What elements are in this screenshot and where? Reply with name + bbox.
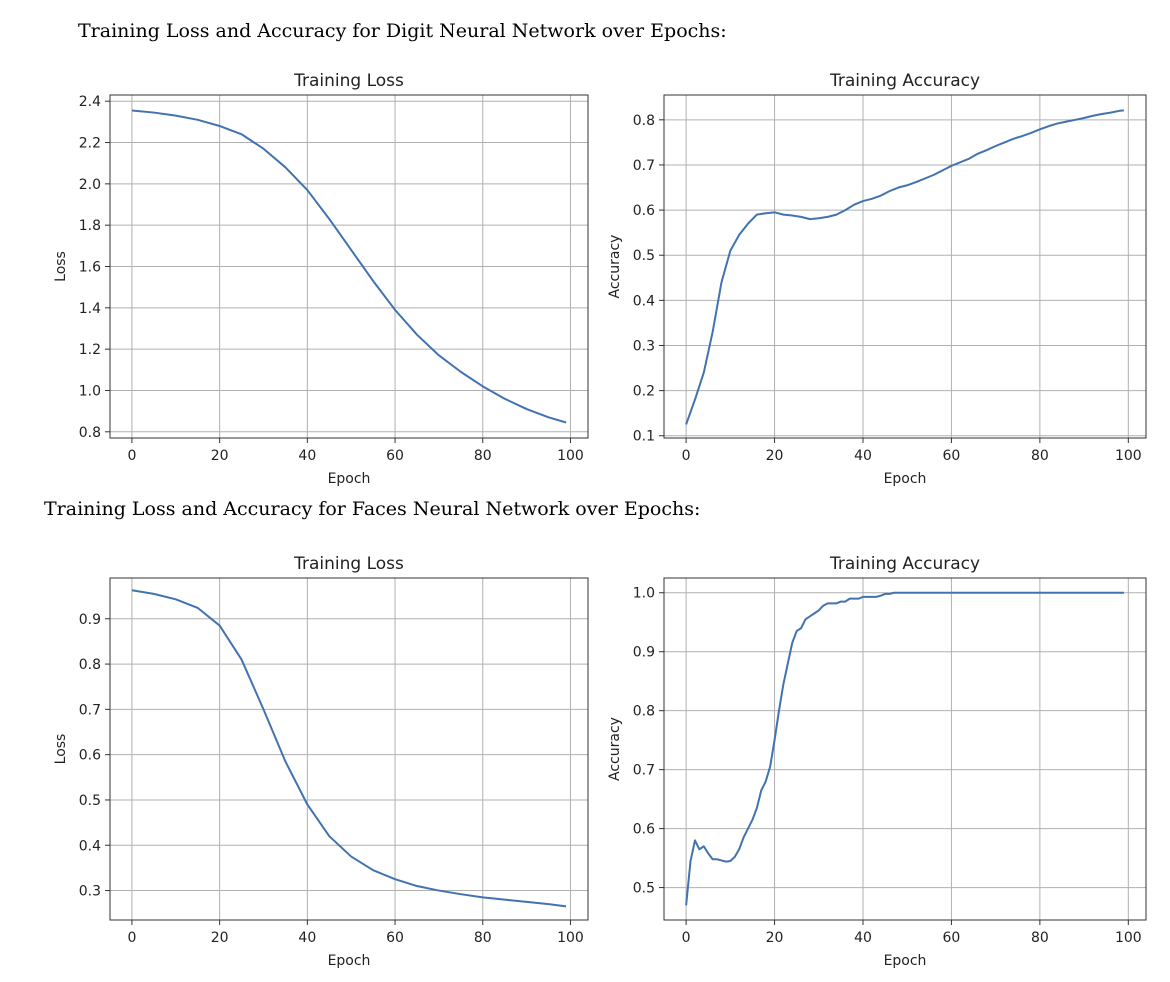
y-tick-label: 1.6 [79,260,101,276]
y-axis-label: Loss [53,734,69,765]
y-axis-label: Loss [53,251,69,282]
y-tick-label: 0.4 [633,293,655,309]
x-tick-label: 80 [1031,930,1049,946]
x-tick-label: 100 [557,930,584,946]
y-tick-label: 2.0 [79,177,101,193]
x-tick-label: 20 [211,448,229,464]
y-tick-label: 0.5 [79,793,101,809]
plot-frame [109,577,589,921]
digits-loss-chart: 0 20 40 60 80 100 0.8 1.0 1.2 1.4 1.6 1.8 2.0 2.2 2.4 T… [53,71,589,487]
chart-title: Training Accuracy [829,554,980,574]
chart-title: Training Loss [293,71,404,91]
digits-accuracy-series-line [685,109,1124,425]
x-tick-label: 80 [474,930,492,946]
x-tick-label: 100 [1115,930,1142,946]
y-tick-label: 0.7 [633,763,655,779]
faces-section-heading: Training Loss and Accuracy for Faces Neu… [44,498,701,520]
y-tick-label: 0.9 [633,645,655,661]
x-axis-label: Epoch [884,953,927,969]
faces-loss-chart: 0 20 40 60 80 100 0.3 0.4 0.5 0.6 0.7 0.8 0.9 Trainin… [53,554,589,969]
y-tick-label: 0.7 [79,702,101,718]
y-tick-label: 0.6 [79,748,101,764]
plot-frame [109,94,589,439]
faces-accuracy-series-line [685,591,1124,906]
y-tick-label: 0.5 [633,248,655,264]
y-tick-label: 1.4 [79,301,101,317]
x-tick-label: 80 [474,448,492,464]
plot-frame [663,94,1147,439]
y-tick-label: 0.5 [633,881,655,897]
x-tick-label: 100 [557,448,584,464]
x-tick-label: 40 [854,930,872,946]
y-tick-label: 0.2 [633,384,655,400]
digits-loss-series-line [131,109,567,424]
y-tick-label: 0.6 [633,822,655,838]
x-axis-label: Epoch [328,953,371,969]
x-tick-label: 20 [211,930,229,946]
y-tick-label: 1.2 [79,342,101,358]
y-tick-label: 0.6 [633,203,655,219]
x-tick-label: 80 [1031,448,1049,464]
x-tick-label: 20 [766,448,784,464]
y-tick-label: 1.0 [633,586,655,602]
x-axis-label: Epoch [884,471,927,487]
y-axis-label: Accuracy [607,235,623,299]
y-tick-label: 2.4 [79,94,101,110]
y-tick-label: 0.8 [633,113,655,129]
x-tick-label: 60 [386,930,404,946]
plot-frame [663,577,1147,921]
x-tick-label: 0 [127,448,136,464]
digits-section-heading: Training Loss and Accuracy for Digit Neu… [78,20,727,42]
x-tick-label: 20 [766,930,784,946]
x-tick-label: 100 [1115,448,1142,464]
x-tick-label: 40 [854,448,872,464]
y-tick-label: 0.8 [633,704,655,720]
y-tick-label: 0.7 [633,158,655,174]
y-tick-label: 0.9 [79,612,101,628]
y-axis-label: Accuracy [607,717,623,781]
x-tick-label: 60 [386,448,404,464]
chart-title: Training Accuracy [829,71,980,91]
x-tick-label: 60 [943,448,961,464]
x-tick-label: 0 [682,930,691,946]
faces-accuracy-chart: 0 20 40 60 80 100 0.5 0.6 0.7 0.8 0.9 1.0 Training A… [607,554,1147,969]
x-tick-label: 40 [298,448,316,464]
y-tick-label: 0.8 [79,425,101,441]
y-tick-label: 1.8 [79,218,101,234]
x-tick-label: 0 [127,930,136,946]
x-tick-label: 40 [298,930,316,946]
y-tick-label: 2.2 [79,136,101,152]
faces-loss-series-line [131,589,567,908]
y-tick-label: 0.3 [633,338,655,354]
chart-title: Training Loss [293,554,404,574]
digits-accuracy-chart: 0 20 40 60 80 100 0.1 0.2 0.3 0.4 0.5 0.6 0.7 0.8 Trai… [607,71,1147,487]
x-axis-label: Epoch [328,471,371,487]
y-tick-label: 0.3 [79,884,101,900]
y-tick-label: 0.1 [633,429,655,445]
y-tick-label: 0.8 [79,657,101,673]
y-tick-label: 1.0 [79,383,101,399]
x-tick-label: 60 [943,930,961,946]
y-tick-label: 0.4 [79,838,101,854]
x-tick-label: 0 [682,448,691,464]
